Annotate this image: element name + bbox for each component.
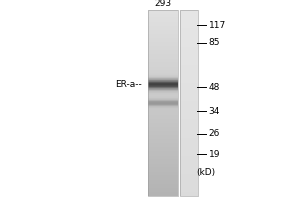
Bar: [148, 10, 178, 196]
Text: 85: 85: [208, 38, 220, 47]
Bar: [180, 10, 198, 196]
Text: ER-a--: ER-a--: [115, 80, 142, 89]
Text: 293: 293: [154, 0, 172, 8]
Text: 19: 19: [208, 150, 220, 159]
Text: (kD): (kD): [196, 168, 216, 177]
Text: 117: 117: [208, 21, 226, 30]
Text: 34: 34: [208, 107, 220, 116]
Text: 48: 48: [208, 83, 220, 92]
Text: 26: 26: [208, 129, 220, 138]
